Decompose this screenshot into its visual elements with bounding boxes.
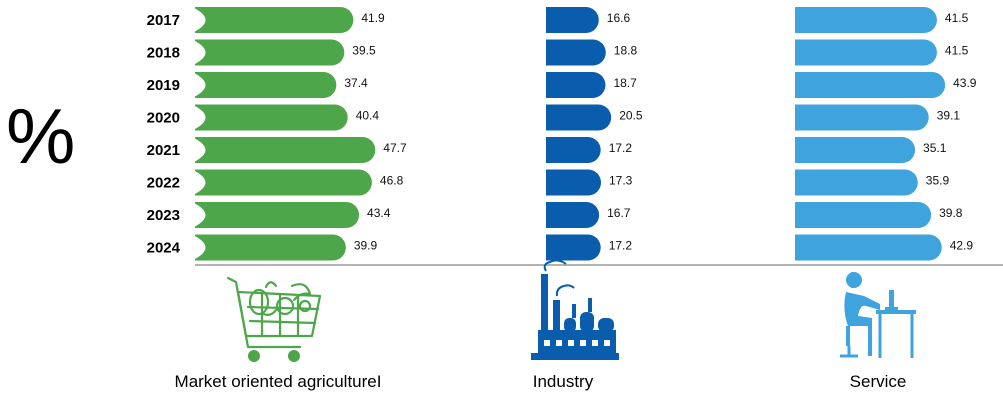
bar [195, 39, 345, 66]
sector-label: Market oriented agricultureI [175, 372, 382, 391]
year-label: 2023 [147, 207, 180, 224]
bar-notch [194, 203, 206, 227]
bar-notch [194, 8, 206, 32]
data-label: 35.9 [926, 174, 950, 188]
bar [546, 169, 602, 196]
data-label: 39.9 [354, 239, 378, 253]
sector-label: Industry [533, 372, 594, 391]
bars: 41.9 39.5 37.4 40.4 47.7 46.8 43.4 39.9 16.6 18.8… [194, 7, 977, 261]
bar-notch [194, 73, 206, 97]
data-label: 17.3 [609, 174, 633, 188]
bar [795, 234, 942, 261]
bar [195, 234, 346, 261]
bar [195, 137, 376, 163]
bar [546, 202, 600, 228]
year-label: 2024 [147, 240, 181, 257]
data-label: 17.2 [609, 239, 633, 253]
bar [546, 234, 601, 261]
sector-label: Service [850, 372, 907, 391]
factory-icon [531, 274, 619, 360]
bar [795, 39, 937, 66]
data-label: 17.2 [609, 141, 633, 155]
year-label: 2021 [147, 142, 180, 159]
year-label: 2018 [147, 45, 180, 62]
bar-notch [194, 105, 206, 130]
data-label: 39.5 [352, 44, 376, 58]
bar [795, 169, 918, 196]
year-labels: 2017 2018 2019 2020 2021 2022 2023 2024 [147, 12, 181, 257]
bar [546, 104, 612, 131]
bar [546, 137, 601, 163]
data-label: 39.1 [937, 109, 961, 123]
year-label: 2022 [147, 175, 180, 192]
bar [546, 72, 606, 98]
data-label: 39.8 [939, 206, 963, 220]
bar [195, 104, 348, 131]
data-label: 18.8 [614, 44, 638, 58]
data-label: 20.5 [619, 109, 643, 123]
data-label: 46.8 [380, 174, 404, 188]
data-label: 16.6 [607, 11, 631, 25]
cart-wheels [248, 350, 300, 362]
factory-smoke [543, 259, 575, 297]
data-label: 47.7 [383, 141, 407, 155]
data-label: 35.1 [923, 141, 947, 155]
bar [795, 7, 937, 33]
data-label: 41.5 [945, 11, 969, 25]
data-label: 41.9 [361, 11, 385, 25]
bar [795, 137, 916, 163]
bar-notch [194, 170, 206, 195]
bar [795, 72, 946, 98]
bar [546, 7, 599, 33]
bar-notch [194, 138, 206, 162]
bar [195, 7, 354, 33]
office-worker-desk-icon [840, 272, 916, 358]
data-label: 42.9 [950, 239, 974, 253]
year-label: 2019 [147, 77, 180, 94]
year-label: 2020 [147, 110, 180, 127]
bar [795, 202, 932, 228]
shopping-cart-produce-icon [226, 276, 322, 349]
data-label: 43.9 [953, 76, 977, 90]
data-label: 43.4 [367, 206, 391, 220]
bar [795, 104, 929, 131]
data-label: 41.5 [945, 44, 969, 58]
bar [195, 72, 337, 98]
data-label: 37.4 [344, 76, 368, 90]
bar [195, 202, 360, 228]
bar-notch [194, 235, 206, 260]
bar-notch [194, 40, 206, 65]
factory-windows [544, 340, 610, 346]
data-label: 18.7 [613, 76, 637, 90]
unit-symbol: % [6, 92, 75, 180]
bar [195, 169, 372, 196]
bar [546, 39, 606, 66]
year-label: 2017 [147, 12, 180, 29]
sector-labels: Market oriented agricultureI Industry Serv… [175, 372, 907, 391]
data-label: 16.7 [607, 206, 631, 220]
data-label: 40.4 [356, 109, 380, 123]
